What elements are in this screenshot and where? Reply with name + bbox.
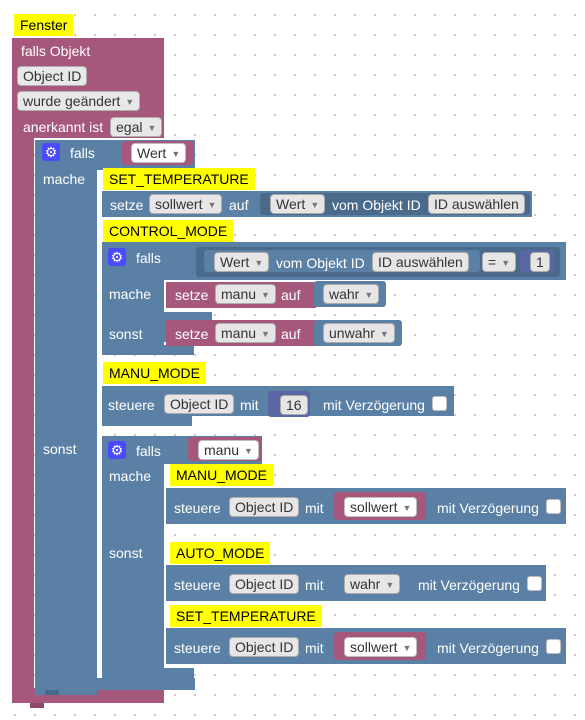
steuere-label: steuere [108,397,155,413]
else-if-sonst-label: sonst [109,545,143,561]
dropdown-arrow-icon: ▼ [385,580,395,590]
gear-icon[interactable]: ⚙ [108,441,126,459]
steuere-object-id-field-3[interactable]: Object ID [229,637,300,657]
ack-dropdown[interactable]: egal ▼ [110,117,163,137]
steuere-label-2: steuere [174,577,221,593]
outer-if-falls-label: falls [70,145,95,161]
steuere-label-3: steuere [174,640,221,656]
steuere-object-id-field[interactable]: Object ID [164,394,235,414]
steuere-mit-label-2: mit [305,577,324,593]
inner-wert-dropdown[interactable]: Wert ▼ [214,252,270,272]
dropdown-arrow-icon: ▼ [402,503,412,513]
delay-checkbox[interactable] [432,396,447,411]
manu-variable-dropdown[interactable]: manu ▼ [215,284,276,304]
dropdown-arrow-icon: ▼ [254,258,264,268]
manu-mode-comment[interactable]: MANU_MODE [103,362,207,384]
steuere-mit-label: mit [240,397,259,413]
trigger-block-shadow [30,703,44,708]
steuere-value-field[interactable]: 16 [280,395,308,415]
manu-variable-dropdown-else[interactable]: manu ▼ [215,323,276,343]
trigger-block-spine [12,138,34,693]
steuere-object-id-field-2[interactable]: Object ID [229,574,300,594]
else-if-spine [102,436,164,676]
wert-dropdown[interactable]: Wert ▼ [270,194,326,214]
outer-if-mache-label: mache [43,171,86,187]
outer-if-sonst-label: sonst [43,441,77,457]
else-auf-label: auf [281,326,301,342]
operator-dropdown[interactable]: = ▼ [482,252,517,272]
outer-if-bottom [35,678,195,690]
else-if-mache-label: mache [109,468,152,484]
trigger-object-id-field[interactable]: Object ID [17,66,88,86]
steuere-delay-label-1: mit Verzögerung [437,500,539,516]
compare-value-field[interactable]: 1 [530,252,550,272]
then-setze-label: setze [175,287,209,303]
gear-icon[interactable]: ⚙ [42,143,60,161]
outer-if-condition-dropdown[interactable]: Wert ▼ [131,143,187,163]
steuere-delay-label-3: mit Verzögerung [437,640,539,656]
dropdown-arrow-icon: ▼ [379,329,389,339]
dropdown-arrow-icon: ▼ [364,290,374,300]
dropdown-arrow-icon: ▼ [244,446,253,456]
dropdown-arrow-icon: ▼ [501,258,511,268]
id-select-button[interactable]: ID auswählen [428,194,525,214]
inner-if-sonst-label: sonst [109,326,143,342]
control-mode-comment[interactable]: CONTROL_MODE [103,220,234,242]
auto-mode-comment[interactable]: AUTO_MODE [170,542,271,564]
vom-objekt-label: vom Objekt ID [332,197,421,213]
else-if-condition-dropdown[interactable]: manu ▼ [198,440,259,460]
steuere-mit-label-1: mit [305,500,324,516]
delay-checkbox-3[interactable] [546,639,561,654]
steuere-mit-label-3: mit [305,640,324,656]
dropdown-arrow-icon: ▼ [261,290,270,300]
inner-id-select-button[interactable]: ID auswählen [372,252,469,272]
outer-if-spine [35,140,97,695]
unwahr-dropdown[interactable]: unwahr ▼ [323,323,395,343]
then-auf-label: auf [281,287,301,303]
inner-vom-objekt-label: vom Objekt ID [276,255,365,271]
delay-checkbox-2[interactable] [527,576,542,591]
manu-mode-comment-2[interactable]: MANU_MODE [170,464,274,486]
set-temperature-comment[interactable]: SET_TEMPERATURE [103,168,255,190]
auf-label: auf [229,197,249,213]
wahr-dropdown[interactable]: wahr ▼ [323,284,380,304]
trigger-label: falls Objekt [21,43,91,59]
dropdown-arrow-icon: ▼ [207,200,217,210]
else-setze-label: setze [175,326,209,342]
dropdown-arrow-icon: ▼ [261,329,270,339]
outer-if-shadow [45,690,59,695]
inner-if-falls-label: falls [136,250,161,266]
sollwert-dropdown-3[interactable]: sollwert ▼ [344,637,418,657]
trigger-event-dropdown[interactable]: wurde geändert ▼ [17,91,141,111]
dropdown-arrow-icon: ▼ [402,643,412,653]
inner-if-bottom [102,345,194,355]
window-comment[interactable]: Fenster [14,14,74,36]
steuere-delay-label: mit Verzögerung [323,397,425,413]
else-if-falls-label: falls [136,443,161,459]
steuere-delay-label-2: mit Verzögerung [418,577,520,593]
sollwert-variable-dropdown[interactable]: sollwert ▼ [149,194,223,214]
else-if-bottom [102,668,194,678]
steuere-object-id-field-1[interactable]: Object ID [229,497,300,517]
sollwert-dropdown-1[interactable]: sollwert ▼ [344,497,418,517]
delay-checkbox-1[interactable] [546,499,561,514]
steuere-label-1: steuere [174,500,221,516]
steuere-16-tail [102,416,192,426]
dropdown-arrow-icon: ▼ [125,97,135,107]
dropdown-arrow-icon: ▼ [171,149,181,159]
ack-label: anerkannt ist [23,119,104,135]
wahr-dropdown-2[interactable]: wahr ▼ [344,574,401,594]
set-temperature-comment-2[interactable]: SET_TEMPERATURE [170,605,322,627]
dropdown-arrow-icon: ▼ [147,123,157,133]
setze-label: setze [110,197,144,213]
dropdown-arrow-icon: ▼ [310,200,320,210]
gear-icon[interactable]: ⚙ [108,248,126,266]
inner-if-mache-label: mache [109,286,152,302]
